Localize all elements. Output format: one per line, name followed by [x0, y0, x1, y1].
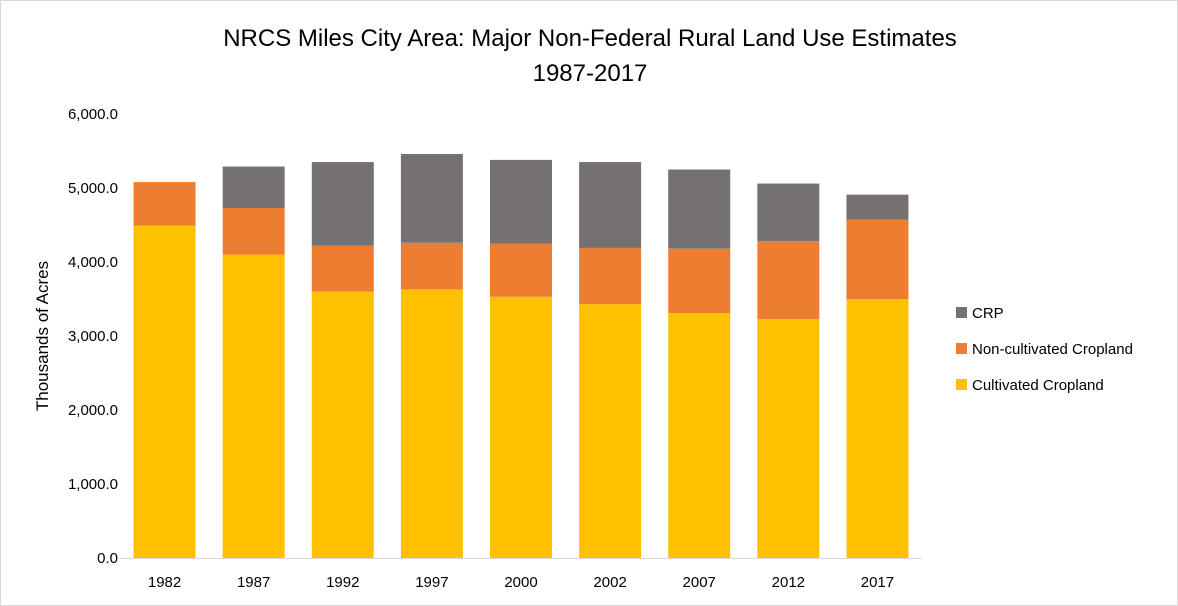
x-tick-label: 1992	[326, 574, 359, 591]
bar-segment	[312, 292, 374, 558]
x-tick-label: 2000	[504, 574, 537, 591]
bar-segment	[668, 249, 730, 313]
y-tick-label: 3,000.0	[68, 328, 118, 345]
x-tick-label: 2007	[683, 574, 716, 591]
x-tick-label: 2002	[593, 574, 626, 591]
legend: CRP Non-cultivated Cropland Cultivated Cro…	[956, 305, 1133, 394]
bar-segment	[757, 184, 819, 242]
bar-segment	[223, 255, 285, 558]
y-axis-ticks: 0.0 1,000.0 2,000.0 3,000.0 4,000.0 5,000.0 6,…	[68, 106, 118, 567]
bar-segment	[668, 170, 730, 249]
bar-segment	[223, 208, 285, 255]
legend-label: Non-cultivated Cropland	[972, 341, 1133, 358]
bar-segment	[490, 244, 552, 297]
bar-segment	[401, 243, 463, 290]
bar-segment	[668, 313, 730, 558]
y-tick-label: 4,000.0	[68, 254, 118, 271]
x-axis-ticks: 1982 1987 1992 1997 2000 2002 2007 2012 2017	[148, 574, 894, 591]
bar-segment	[134, 226, 196, 558]
y-tick-label: 0.0	[97, 550, 118, 567]
bar-segment	[401, 289, 463, 558]
y-tick-label: 5,000.0	[68, 180, 118, 197]
bar-segment	[846, 195, 908, 220]
bar-segment	[846, 299, 908, 558]
bar-segment	[312, 246, 374, 292]
y-tick-label: 1,000.0	[68, 476, 118, 493]
stacked-bar-chart: NRCS Miles City Area: Major Non-Federal …	[1, 1, 1177, 605]
x-tick-label: 1982	[148, 574, 181, 591]
bar-segment	[579, 162, 641, 248]
x-tick-label: 2017	[861, 574, 894, 591]
x-tick-label: 1987	[237, 574, 270, 591]
legend-swatch	[956, 307, 967, 318]
bar-segment	[757, 319, 819, 558]
y-tick-label: 6,000.0	[68, 106, 118, 123]
legend-swatch	[956, 379, 967, 390]
bar-segment	[490, 297, 552, 558]
bar-segment	[223, 167, 285, 208]
chart-subtitle: 1987-2017	[533, 60, 648, 87]
bar-segment	[846, 220, 908, 299]
x-tick-label: 2012	[772, 574, 805, 591]
legend-swatch	[956, 343, 967, 354]
chart-title: NRCS Miles City Area: Major Non-Federal …	[223, 25, 957, 52]
bar-segment	[312, 162, 374, 246]
legend-label: CRP	[972, 305, 1004, 322]
bars-group	[134, 154, 909, 558]
bar-segment	[757, 241, 819, 319]
chart-frame: NRCS Miles City Area: Major Non-Federal …	[0, 0, 1178, 606]
legend-label: Cultivated Cropland	[972, 377, 1104, 394]
y-axis-title: Thousands of Acres	[33, 261, 52, 411]
x-tick-label: 1997	[415, 574, 448, 591]
bar-segment	[490, 160, 552, 244]
bar-segment	[579, 248, 641, 304]
bar-segment	[134, 182, 196, 226]
bar-segment	[401, 154, 463, 243]
bar-segment	[579, 304, 641, 558]
y-tick-label: 2,000.0	[68, 402, 118, 419]
